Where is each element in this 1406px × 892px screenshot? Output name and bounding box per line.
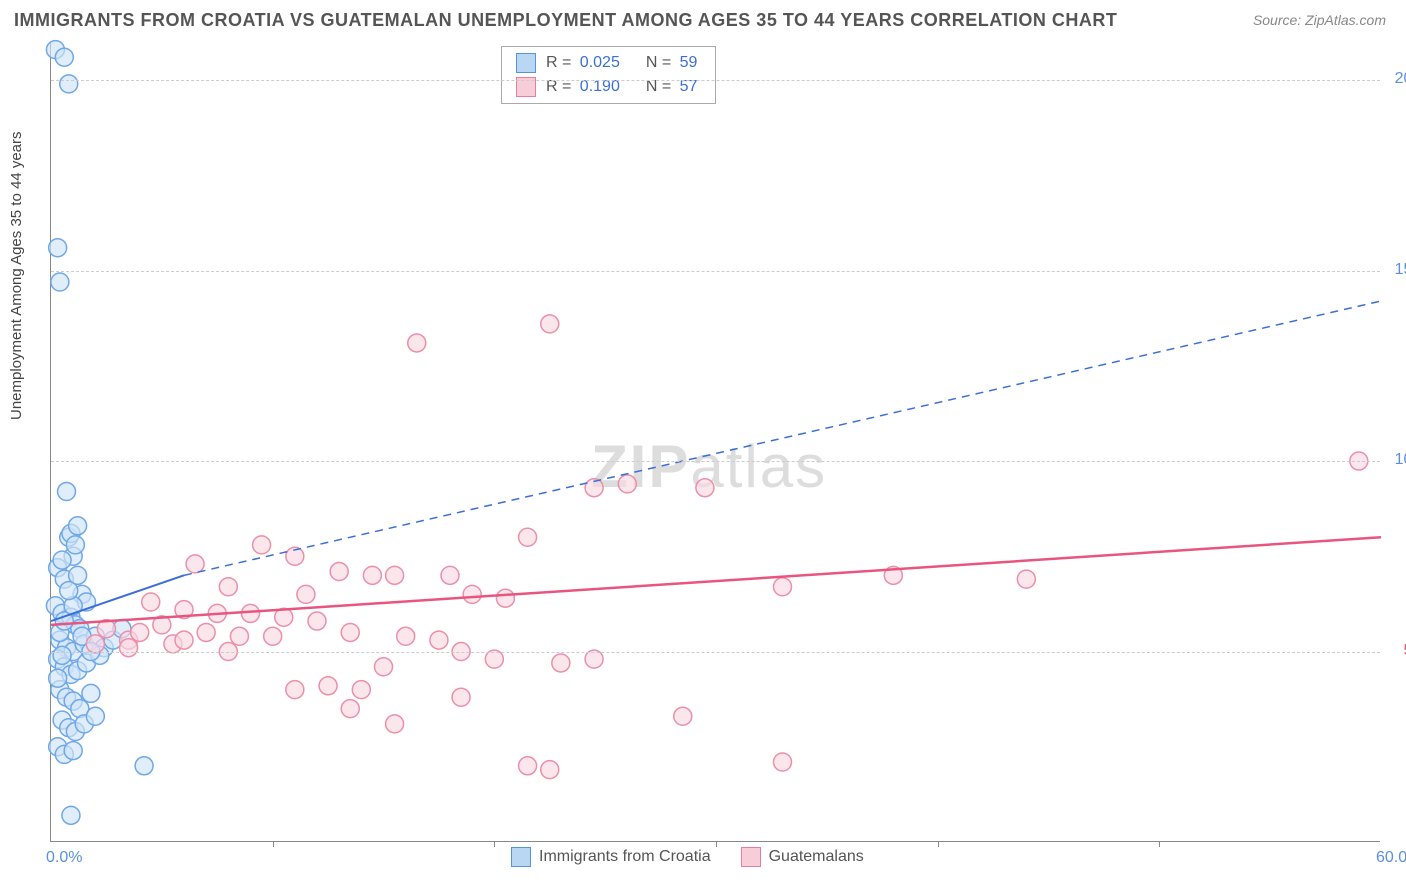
scatter-point: [386, 715, 404, 733]
scatter-point: [463, 585, 481, 603]
scatter-point: [674, 707, 692, 725]
scatter-point: [135, 757, 153, 775]
x-tick-mark: [938, 841, 939, 847]
scatter-point: [408, 334, 426, 352]
scatter-point: [519, 757, 537, 775]
scatter-point: [774, 753, 792, 771]
scatter-point: [696, 479, 714, 497]
scatter-point: [308, 612, 326, 630]
scatter-point: [496, 589, 514, 607]
scatter-point: [86, 635, 104, 653]
scatter-point: [219, 578, 237, 596]
scatter-point: [774, 578, 792, 596]
scatter-point: [55, 48, 73, 66]
y-tick-label: 20.0%: [1385, 70, 1406, 88]
legend-n-value: 59: [680, 54, 698, 71]
legend-series-name: Immigrants from Croatia: [539, 848, 711, 866]
legend-series-name: Guatemalans: [769, 848, 864, 866]
legend-r-value: 0.025: [580, 54, 620, 71]
scatter-point: [66, 536, 84, 554]
scatter-point: [485, 650, 503, 668]
x-tick-mark: [273, 841, 274, 847]
scatter-point: [386, 566, 404, 584]
gridline: [51, 652, 1380, 653]
legend-swatch: [741, 847, 761, 867]
scatter-point: [197, 623, 215, 641]
scatter-point: [253, 536, 271, 554]
scatter-point: [341, 700, 359, 718]
scatter-point: [60, 582, 78, 600]
scatter-point: [49, 239, 67, 257]
scatter-point: [452, 688, 470, 706]
scatter-point: [58, 483, 76, 501]
scatter-point: [375, 658, 393, 676]
gridline: [51, 80, 1380, 81]
scatter-point: [352, 681, 370, 699]
scatter-point: [64, 742, 82, 760]
scatter-point: [131, 623, 149, 641]
scatter-point: [618, 475, 636, 493]
scatter-point: [242, 604, 260, 622]
legend-swatch: [516, 53, 536, 73]
y-tick-label: 10.0%: [1385, 451, 1406, 469]
scatter-point: [69, 517, 87, 535]
legend-stats: R = 0.025N = 59R = 0.190N = 57: [501, 46, 716, 104]
legend-stat-row: R = 0.025 N = 59: [516, 53, 701, 73]
legend-n-label: N = 59: [646, 54, 702, 72]
y-tick-label: 15.0%: [1385, 261, 1406, 279]
source-attribution: Source: ZipAtlas.com: [1253, 12, 1386, 28]
scatter-point: [142, 593, 160, 611]
scatter-point: [430, 631, 448, 649]
gridline: [51, 271, 1380, 272]
scatter-point: [86, 707, 104, 725]
x-tick-mark: [716, 841, 717, 847]
scatter-point: [60, 75, 78, 93]
scatter-point: [341, 623, 359, 641]
scatter-point: [49, 669, 67, 687]
chart-title: IMMIGRANTS FROM CROATIA VS GUATEMALAN UN…: [14, 10, 1117, 31]
plot-area: ZIPatlas R = 0.025N = 59R = 0.190N = 57 …: [50, 42, 1380, 842]
scatter-point: [120, 639, 138, 657]
scatter-point: [397, 627, 415, 645]
scatter-point: [585, 650, 603, 668]
legend-series-item: Guatemalans: [741, 847, 864, 867]
scatter-point: [1017, 570, 1035, 588]
x-tick-mark: [494, 841, 495, 847]
regression-line: [51, 537, 1381, 625]
regression-line-dashed: [184, 301, 1381, 575]
scatter-point: [363, 566, 381, 584]
scatter-point: [264, 627, 282, 645]
x-tick-mark: [1159, 841, 1160, 847]
scatter-point: [175, 631, 193, 649]
legend-series: Immigrants from Croatia Guatemalans: [511, 847, 864, 867]
scatter-svg: [51, 42, 1380, 841]
x-tick-label: 60.0%: [1376, 849, 1406, 867]
legend-r-label: R = 0.025: [546, 54, 624, 72]
scatter-point: [519, 528, 537, 546]
y-tick-label: 5.0%: [1385, 642, 1406, 660]
legend-series-item: Immigrants from Croatia: [511, 847, 711, 867]
scatter-point: [53, 551, 71, 569]
scatter-point: [51, 273, 69, 291]
scatter-point: [286, 681, 304, 699]
scatter-point: [541, 315, 559, 333]
scatter-point: [82, 684, 100, 702]
scatter-point: [541, 761, 559, 779]
scatter-point: [62, 806, 80, 824]
gridline: [51, 461, 1380, 462]
scatter-point: [330, 563, 348, 581]
scatter-point: [230, 627, 248, 645]
legend-swatch: [511, 847, 531, 867]
scatter-point: [53, 646, 71, 664]
x-tick-label: 0.0%: [46, 849, 82, 867]
scatter-point: [186, 555, 204, 573]
scatter-point: [297, 585, 315, 603]
scatter-point: [552, 654, 570, 672]
scatter-point: [319, 677, 337, 695]
y-axis-label: Unemployment Among Ages 35 to 44 years: [8, 131, 25, 420]
scatter-point: [441, 566, 459, 584]
